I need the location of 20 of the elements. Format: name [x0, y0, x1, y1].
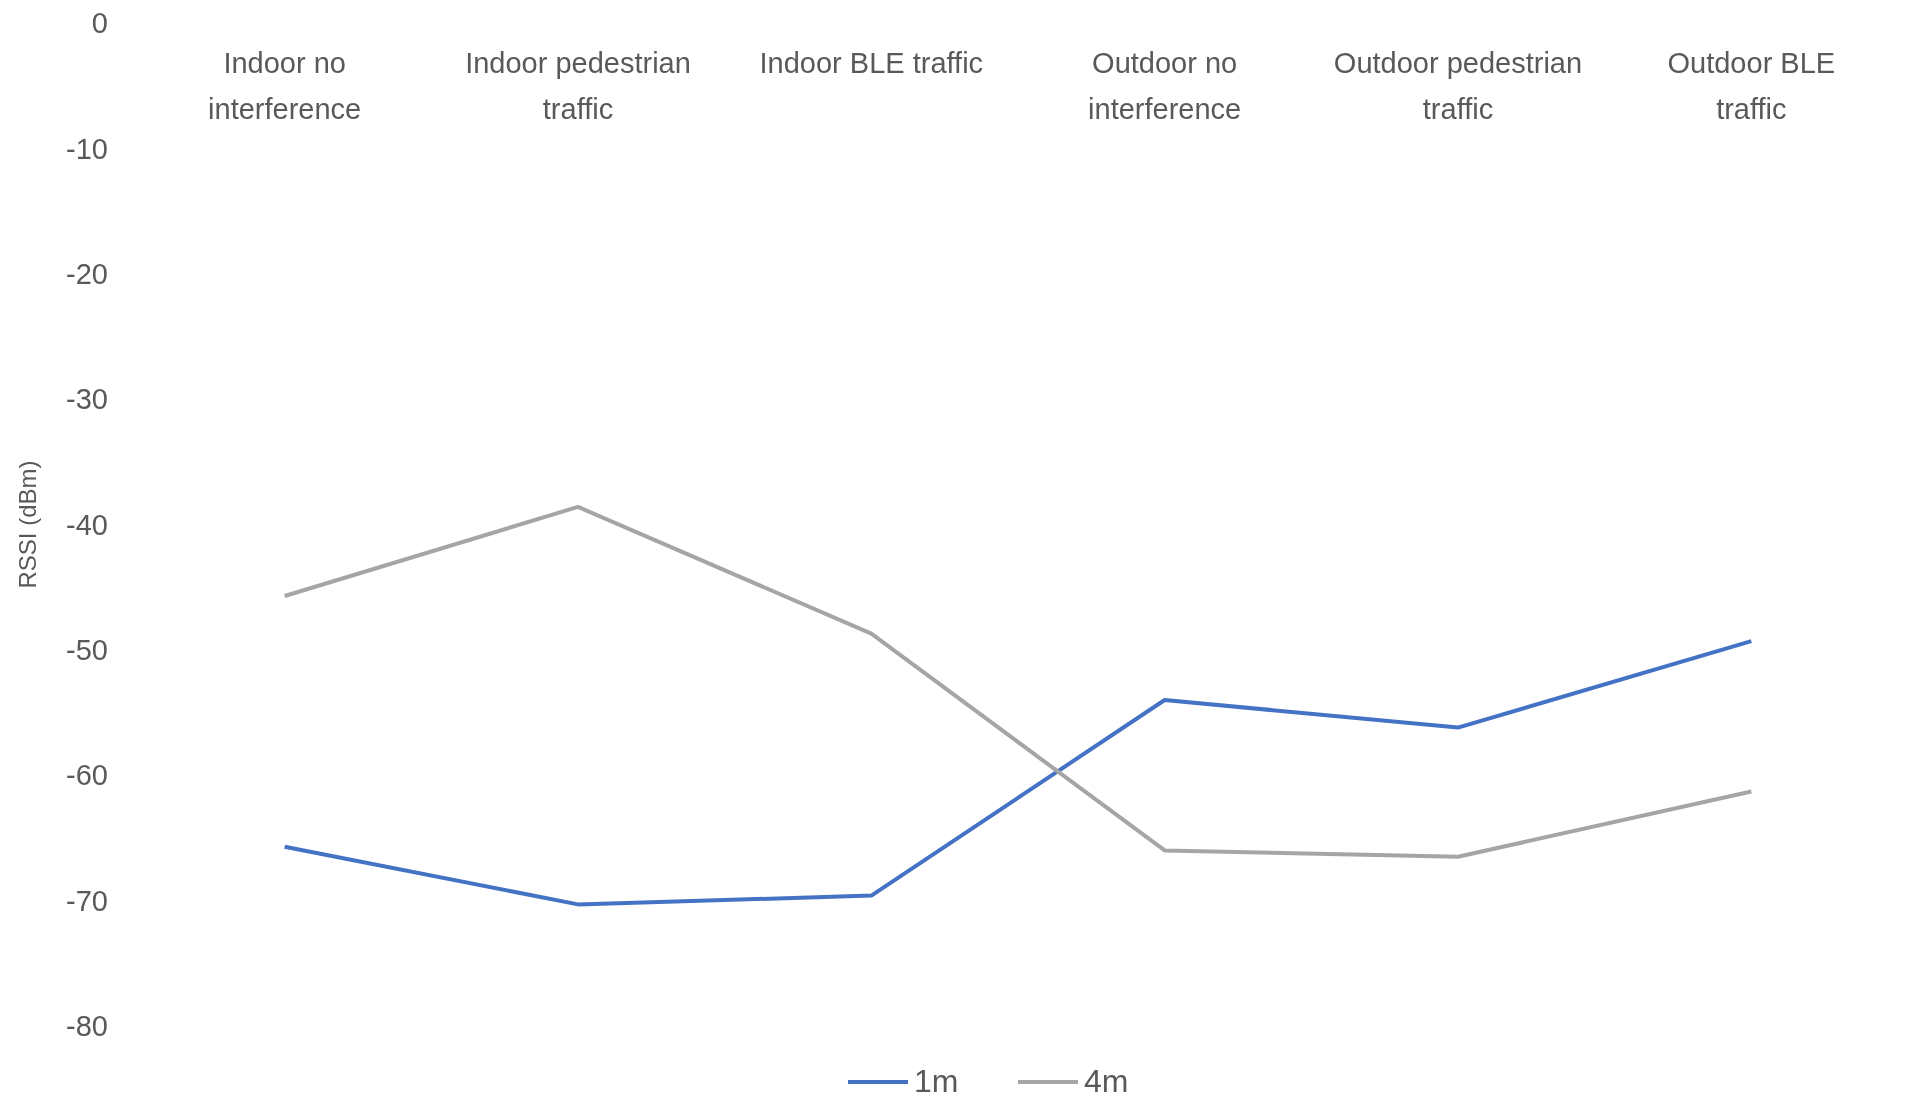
y-tick-label: -30: [66, 383, 108, 416]
x-tick-label: Outdoor no interference: [1088, 47, 1242, 125]
y-tick-label: -40: [66, 508, 108, 541]
y-axis-title: RSSI (dBm): [14, 460, 41, 589]
y-tick-label: -70: [66, 884, 108, 917]
line-series: [282, 504, 1754, 859]
y-tick-label: 0: [91, 7, 108, 40]
x-tick-label: Indoor BLE traffic: [759, 47, 984, 79]
y-tick-label: -20: [66, 257, 108, 290]
y-tick-label: -80: [66, 1010, 108, 1043]
y-tick-label: -10: [66, 132, 108, 165]
y-tick-label: -60: [66, 759, 108, 792]
legend-label: 4m: [1084, 1063, 1129, 1099]
x-tick-label: Indoor no interference: [208, 47, 362, 125]
line-series: [282, 639, 1754, 907]
x-tick-label: Outdoor BLE traffic: [1667, 47, 1836, 125]
x-tick-label: Outdoor pedestrian traffic: [1333, 47, 1583, 125]
legend-label: 1m: [914, 1063, 959, 1099]
x-tick-label: Indoor pedestrian traffic: [465, 47, 691, 125]
y-tick-label: -50: [66, 634, 108, 667]
